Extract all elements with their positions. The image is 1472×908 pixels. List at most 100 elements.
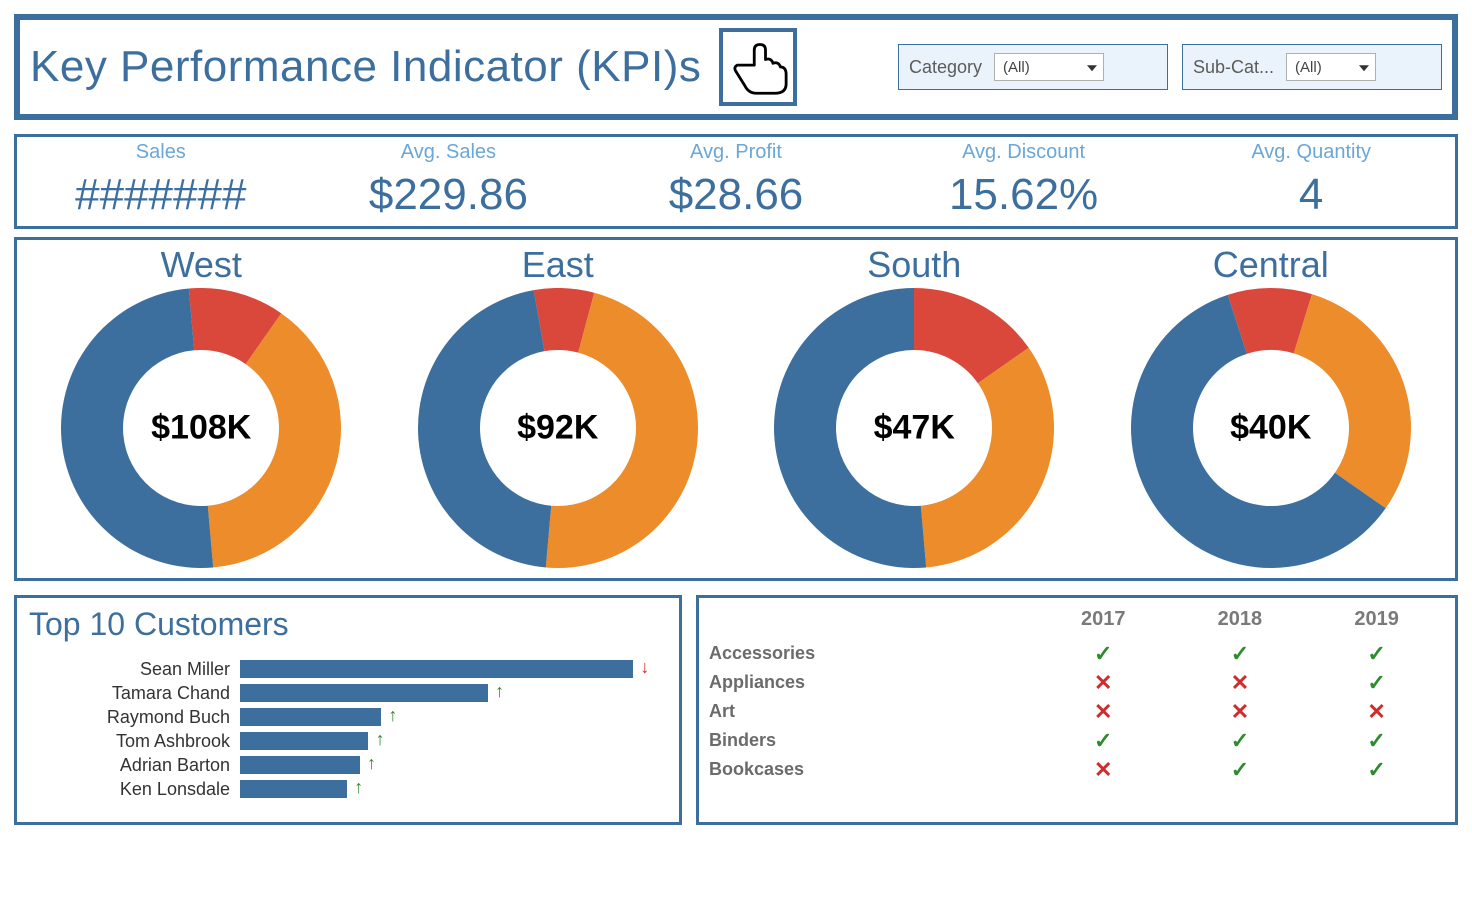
trend-arrow-icon: ↑ bbox=[490, 681, 510, 702]
customer-row: Sean Miller ↓ bbox=[29, 657, 667, 681]
cross-icon: ✕ bbox=[1035, 668, 1172, 697]
check-icon: ✓ bbox=[1308, 726, 1445, 755]
check-icon: ✓ bbox=[1308, 668, 1445, 697]
top-customers-panel: Top 10 Customers Sean Miller ↓ Tamara Ch… bbox=[14, 595, 682, 825]
customer-name: Adrian Barton bbox=[29, 755, 234, 776]
region-donut-title: Central bbox=[1093, 244, 1450, 286]
check-icon: ✓ bbox=[1308, 755, 1445, 784]
customer-name: Raymond Buch bbox=[29, 707, 234, 728]
donut-center-value: $40K bbox=[1230, 409, 1311, 448]
kpi-cell: Avg. Quantity 4 bbox=[1167, 137, 1455, 226]
filter-category-label: Category bbox=[909, 57, 982, 78]
kpi-value: 4 bbox=[1167, 170, 1455, 220]
category-year-matrix-panel: 201720182019Accessories✓✓✓Appliances✕✕✓A… bbox=[696, 595, 1458, 825]
customer-bar bbox=[240, 660, 633, 678]
customer-bar bbox=[240, 732, 368, 750]
region-donuts-panel: West $108K East $92K South $47K Central … bbox=[14, 237, 1458, 581]
check-icon: ✓ bbox=[1172, 755, 1309, 784]
donut-center-value: $108K bbox=[151, 409, 251, 448]
customer-row: Tom Ashbrook ↑ bbox=[29, 729, 667, 753]
matrix-row-label: Appliances bbox=[709, 668, 1035, 697]
customer-name: Ken Lonsdale bbox=[29, 779, 234, 800]
cross-icon: ✕ bbox=[1035, 697, 1172, 726]
customer-bar-track: ↑ bbox=[240, 683, 667, 703]
cross-icon: ✕ bbox=[1308, 697, 1445, 726]
customer-name: Tom Ashbrook bbox=[29, 731, 234, 752]
kpi-value: $28.66 bbox=[592, 170, 880, 220]
customer-bar bbox=[240, 756, 360, 774]
matrix-row-label: Bookcases bbox=[709, 755, 1035, 784]
trend-arrow-icon: ↑ bbox=[370, 729, 390, 750]
kpi-label: Avg. Discount bbox=[880, 141, 1168, 164]
matrix-row: Accessories✓✓✓ bbox=[709, 639, 1445, 668]
filter-subcategory-select[interactable]: (All) bbox=[1286, 53, 1376, 81]
customer-bar bbox=[240, 780, 347, 798]
kpi-cell: Avg. Sales $229.86 bbox=[305, 137, 593, 226]
kpi-panel: Sales#######Avg. Sales$229.86Avg. Profit… bbox=[14, 134, 1458, 229]
kpi-label: Avg. Quantity bbox=[1167, 141, 1455, 164]
customer-bar bbox=[240, 708, 381, 726]
trend-arrow-icon: ↓ bbox=[635, 657, 655, 678]
filter-subcategory-label: Sub-Cat... bbox=[1193, 57, 1274, 78]
matrix-year-header: 2019 bbox=[1308, 604, 1445, 639]
filter-subcategory: Sub-Cat... (All) bbox=[1182, 44, 1442, 90]
kpi-cell: Avg. Profit $28.66 bbox=[592, 137, 880, 226]
matrix-row: Art✕✕✕ bbox=[709, 697, 1445, 726]
region-donut: South $47K bbox=[736, 244, 1093, 568]
customer-bar bbox=[240, 684, 488, 702]
customer-name: Tamara Chand bbox=[29, 683, 234, 704]
donut-center-value: $47K bbox=[874, 409, 955, 448]
matrix-year-header: 2017 bbox=[1035, 604, 1172, 639]
matrix-row-label: Accessories bbox=[709, 639, 1035, 668]
customer-bar-track: ↑ bbox=[240, 779, 667, 799]
donut-slice bbox=[1294, 294, 1411, 508]
pointer-icon[interactable] bbox=[719, 28, 797, 106]
region-donut-title: West bbox=[23, 244, 380, 286]
customer-bar-track: ↑ bbox=[240, 731, 667, 751]
cross-icon: ✕ bbox=[1035, 755, 1172, 784]
matrix-row: Binders✓✓✓ bbox=[709, 726, 1445, 755]
kpi-value: ####### bbox=[17, 170, 305, 220]
kpi-value: $229.86 bbox=[305, 170, 593, 220]
kpi-value: 15.62% bbox=[880, 170, 1168, 220]
header-panel: Key Performance Indicator (KPI)s Categor… bbox=[14, 14, 1458, 120]
check-icon: ✓ bbox=[1035, 726, 1172, 755]
kpi-label: Sales bbox=[17, 141, 305, 164]
check-icon: ✓ bbox=[1035, 639, 1172, 668]
page-title: Key Performance Indicator (KPI)s bbox=[30, 42, 701, 92]
region-donut: West $108K bbox=[23, 244, 380, 568]
matrix-year-header: 2018 bbox=[1172, 604, 1309, 639]
check-icon: ✓ bbox=[1172, 726, 1309, 755]
customer-row: Raymond Buch ↑ bbox=[29, 705, 667, 729]
region-donut-title: East bbox=[380, 244, 737, 286]
trend-arrow-icon: ↑ bbox=[362, 753, 382, 774]
customer-bar-track: ↑ bbox=[240, 707, 667, 727]
donut-slice bbox=[921, 348, 1054, 568]
kpi-cell: Sales ####### bbox=[17, 137, 305, 226]
matrix-row: Appliances✕✕✓ bbox=[709, 668, 1445, 697]
region-donut: East $92K bbox=[380, 244, 737, 568]
customer-row: Adrian Barton ↑ bbox=[29, 753, 667, 777]
region-donut-title: South bbox=[736, 244, 1093, 286]
customer-name: Sean Miller bbox=[29, 659, 234, 680]
trend-arrow-icon: ↑ bbox=[383, 705, 403, 726]
customer-bar-track: ↑ bbox=[240, 755, 667, 775]
check-icon: ✓ bbox=[1308, 639, 1445, 668]
filter-subcategory-value: (All) bbox=[1295, 59, 1322, 76]
kpi-label: Avg. Profit bbox=[592, 141, 880, 164]
matrix-row-label: Binders bbox=[709, 726, 1035, 755]
cross-icon: ✕ bbox=[1172, 668, 1309, 697]
cross-icon: ✕ bbox=[1172, 697, 1309, 726]
donut-center-value: $92K bbox=[517, 409, 598, 448]
matrix-row-label: Art bbox=[709, 697, 1035, 726]
kpi-cell: Avg. Discount 15.62% bbox=[880, 137, 1168, 226]
customer-bar-track: ↓ bbox=[240, 659, 667, 679]
kpi-label: Avg. Sales bbox=[305, 141, 593, 164]
check-icon: ✓ bbox=[1172, 639, 1309, 668]
matrix-row: Bookcases✕✓✓ bbox=[709, 755, 1445, 784]
customer-row: Tamara Chand ↑ bbox=[29, 681, 667, 705]
customer-row: Ken Lonsdale ↑ bbox=[29, 777, 667, 801]
region-donut: Central $40K bbox=[1093, 244, 1450, 568]
filter-category: Category (All) bbox=[898, 44, 1168, 90]
filter-category-select[interactable]: (All) bbox=[994, 53, 1104, 81]
